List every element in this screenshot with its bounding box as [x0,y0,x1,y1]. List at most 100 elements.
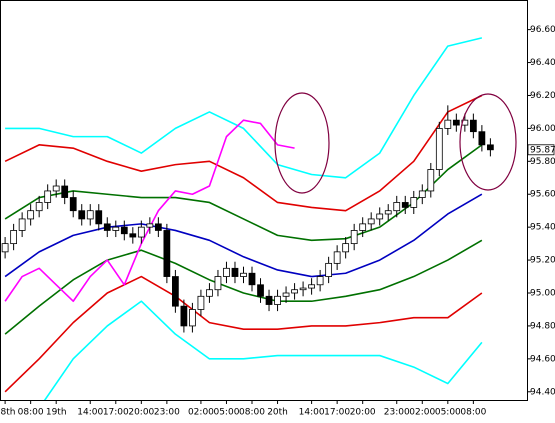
y-tick-label: 95.80 [530,157,555,167]
y-tick-label: 95.60 [530,190,555,200]
y-tick-label: 95.40 [530,223,555,233]
candle-body [95,210,103,225]
plot-area [1,37,494,400]
x-tick-label: 05:00 [213,408,239,418]
x-tick-label: 20th [267,408,288,418]
x-tick-label: 20:00 [128,408,154,418]
indicator-line [4,193,483,278]
y-tick-label: 96.00 [530,124,555,134]
indicator-line [4,239,483,335]
y-tick-label: 95.00 [530,289,555,299]
y-tick-label: 96.60 [530,25,555,35]
candle-body [61,185,69,198]
x-tick-label: 05:00 [435,408,461,418]
candle-body [410,197,418,208]
candle-body [172,276,179,307]
candle-body [129,233,137,238]
candle-body [240,272,247,277]
candle-body [325,262,333,277]
x-tick-label: 02:00 [409,408,435,418]
candle-body [452,119,460,126]
candle-body [120,226,128,235]
y-tick-label: 96.20 [530,91,555,101]
candle-body [274,295,281,305]
candle-body [359,223,367,231]
axes: 94.40 94.60 94.80 95.00 95.20 95.40 95.60 95.80… [0,25,555,417]
x-tick-label: 18th [0,408,15,418]
candle-body [146,223,154,228]
candle-body [367,218,375,225]
x-tick-label: 17:00 [103,408,129,418]
indicator-line [43,300,483,400]
x-tick-label: 08:00 [460,408,486,418]
y-tick-label: 94.80 [530,321,555,331]
candle-body [478,131,486,146]
annotation-ellipse [274,92,330,194]
candle-body [393,202,401,212]
indicator-line [4,144,483,242]
x-tick-label: 17:00 [324,408,350,418]
y-tick-label: 94.40 [530,387,555,397]
candle-body [231,267,239,277]
candle-body [299,287,307,291]
candle-body [350,230,358,245]
candle-body [384,210,392,215]
candle-body [197,295,205,310]
candle-body [35,202,43,212]
x-tick-label: 20:00 [350,408,376,418]
indicator-line [4,94,483,212]
candle-body [1,243,9,253]
candle-body [282,292,290,297]
candle-body [223,267,230,277]
candle-body [163,230,171,277]
candle-body [257,284,264,297]
candle-body [112,226,120,231]
candle-body [316,276,324,286]
candle-body [291,289,298,294]
candle-body [180,305,188,327]
candle-body [333,251,341,264]
candle-body [10,230,18,245]
plot-border [0,0,528,401]
indicator-line [5,37,483,179]
candle-body [154,223,162,231]
y-tick-label: 96.40 [530,58,555,68]
y-tick-label: 94.60 [530,354,555,364]
y-tick-label: 95.20 [530,256,555,266]
candle-body [248,272,256,286]
price-marker-label: 95.87 [530,145,555,155]
candle-body [69,197,77,212]
candle-body [401,202,409,208]
candle-body [265,295,273,305]
x-tick-label: 23:00 [384,408,410,418]
indicator-line [4,275,483,393]
candle-body [427,169,435,192]
x-tick-label: 14:00 [77,408,103,418]
x-tick-label: 19th [46,408,67,418]
x-tick-label: 02:00 [188,408,214,418]
x-tick-label: 08:00 [239,408,265,418]
x-tick-label: 14:00 [299,408,325,418]
candle-body [137,226,145,238]
candle-body [52,185,60,192]
candle-body [418,190,426,198]
candle-body [86,210,94,220]
x-tick-label: 08:00 [18,408,44,418]
candle-body [27,210,35,220]
candle-body [342,243,350,253]
price-marker-box [527,144,555,156]
annotation-ellipse [459,93,517,191]
candle-body [189,309,196,327]
candle-body [78,210,86,220]
candle-body [487,144,494,151]
candle-body [435,127,443,170]
candle-body [44,190,52,203]
candle-body [469,119,477,133]
candle-body [376,213,384,220]
candle-body [206,289,213,297]
candle-body [214,276,222,291]
candle-body [18,218,26,231]
x-tick-label: 23:00 [154,408,180,418]
candle-body [308,284,315,289]
